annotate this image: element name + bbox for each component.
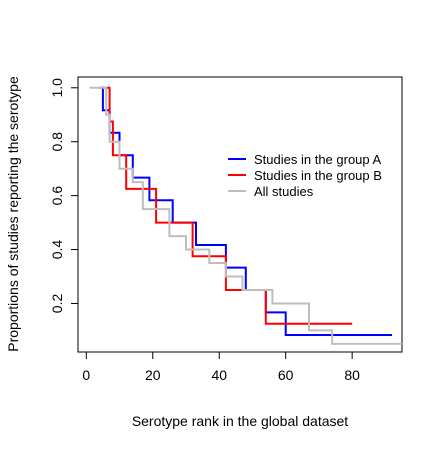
y-tick-label: 0.8 [49,132,65,152]
y-tick-label: 0.6 [49,186,65,206]
x-tick-label: 40 [211,367,227,383]
x-axis-label: Serotype rank in the global dataset [132,413,348,429]
legend-label: Studies in the group B [254,168,382,183]
series-line-3 [89,86,402,345]
y-tick-label: 0.4 [49,240,65,260]
series-line-2 [102,86,353,325]
y-axis-label: Proportions of studies reporting the ser… [5,76,21,352]
x-axis: 0 20 40 60 80 [82,351,360,383]
y-tick-label: 1.0 [49,78,65,98]
plot-area [89,86,402,345]
x-tick-label: 0 [82,367,90,383]
y-axis: 0.2 0.4 0.6 0.8 1.0 [49,78,79,314]
x-tick-label: 80 [344,367,360,383]
legend-label: Studies in the group A [254,152,382,167]
x-tick-label: 20 [145,367,161,383]
legend-label: All studies [254,184,314,199]
x-tick-label: 60 [278,367,294,383]
y-tick-label: 0.2 [49,294,65,314]
plot-frame [77,76,403,353]
series-line-1 [99,86,392,336]
